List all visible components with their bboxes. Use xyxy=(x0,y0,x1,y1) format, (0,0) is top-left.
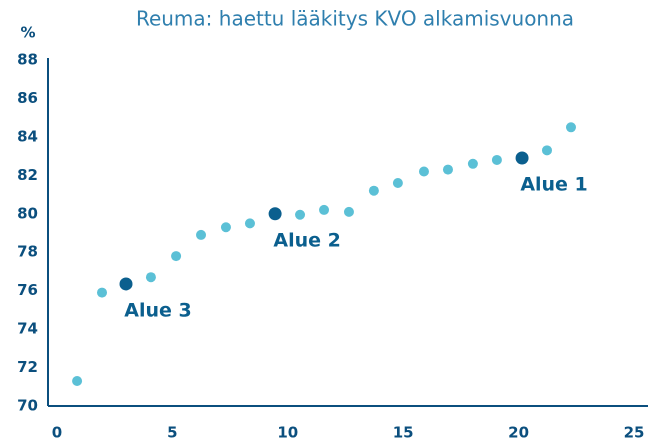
y-axis-label: % xyxy=(20,24,35,42)
point xyxy=(565,122,576,133)
point xyxy=(541,145,552,156)
x-tick-label: 20 xyxy=(508,424,529,442)
point xyxy=(196,229,207,240)
y-tick-label: 72 xyxy=(17,358,38,376)
point xyxy=(171,251,182,262)
x-tick-label: 25 xyxy=(624,424,645,442)
y-tick-label: 74 xyxy=(17,320,38,338)
point xyxy=(268,207,282,221)
point xyxy=(343,206,354,217)
point xyxy=(392,178,403,189)
chart-title: Reuma: haettu lääkitys KVO alkamisvuonna xyxy=(136,7,574,31)
y-tick-label: 82 xyxy=(17,166,38,184)
point xyxy=(418,166,429,177)
point xyxy=(442,164,453,175)
y-tick-label: 70 xyxy=(17,397,38,415)
point xyxy=(467,158,478,169)
point xyxy=(491,154,502,165)
point-label: Alue 2 xyxy=(273,229,340,251)
x-tick-label: 0 xyxy=(52,424,62,442)
point xyxy=(368,185,379,196)
point xyxy=(319,204,330,215)
y-tick-label: 78 xyxy=(17,243,38,261)
y-tick-label: 86 xyxy=(17,89,38,107)
point xyxy=(295,209,306,220)
y-tick-label: 88 xyxy=(17,51,38,69)
point xyxy=(72,376,83,387)
x-tick-label: 15 xyxy=(393,424,414,442)
point xyxy=(220,222,231,233)
point xyxy=(145,272,156,283)
x-tick-label: 10 xyxy=(277,424,298,442)
point xyxy=(515,151,529,165)
point-label: Alue 1 xyxy=(520,174,587,196)
y-tick-label: 80 xyxy=(17,204,38,222)
point xyxy=(97,287,108,298)
point-label: Alue 3 xyxy=(124,299,191,321)
x-tick-label: 5 xyxy=(167,424,177,442)
point xyxy=(244,218,255,229)
y-tick-label: 76 xyxy=(17,281,38,299)
y-tick-label: 84 xyxy=(17,127,38,145)
point xyxy=(119,277,133,291)
